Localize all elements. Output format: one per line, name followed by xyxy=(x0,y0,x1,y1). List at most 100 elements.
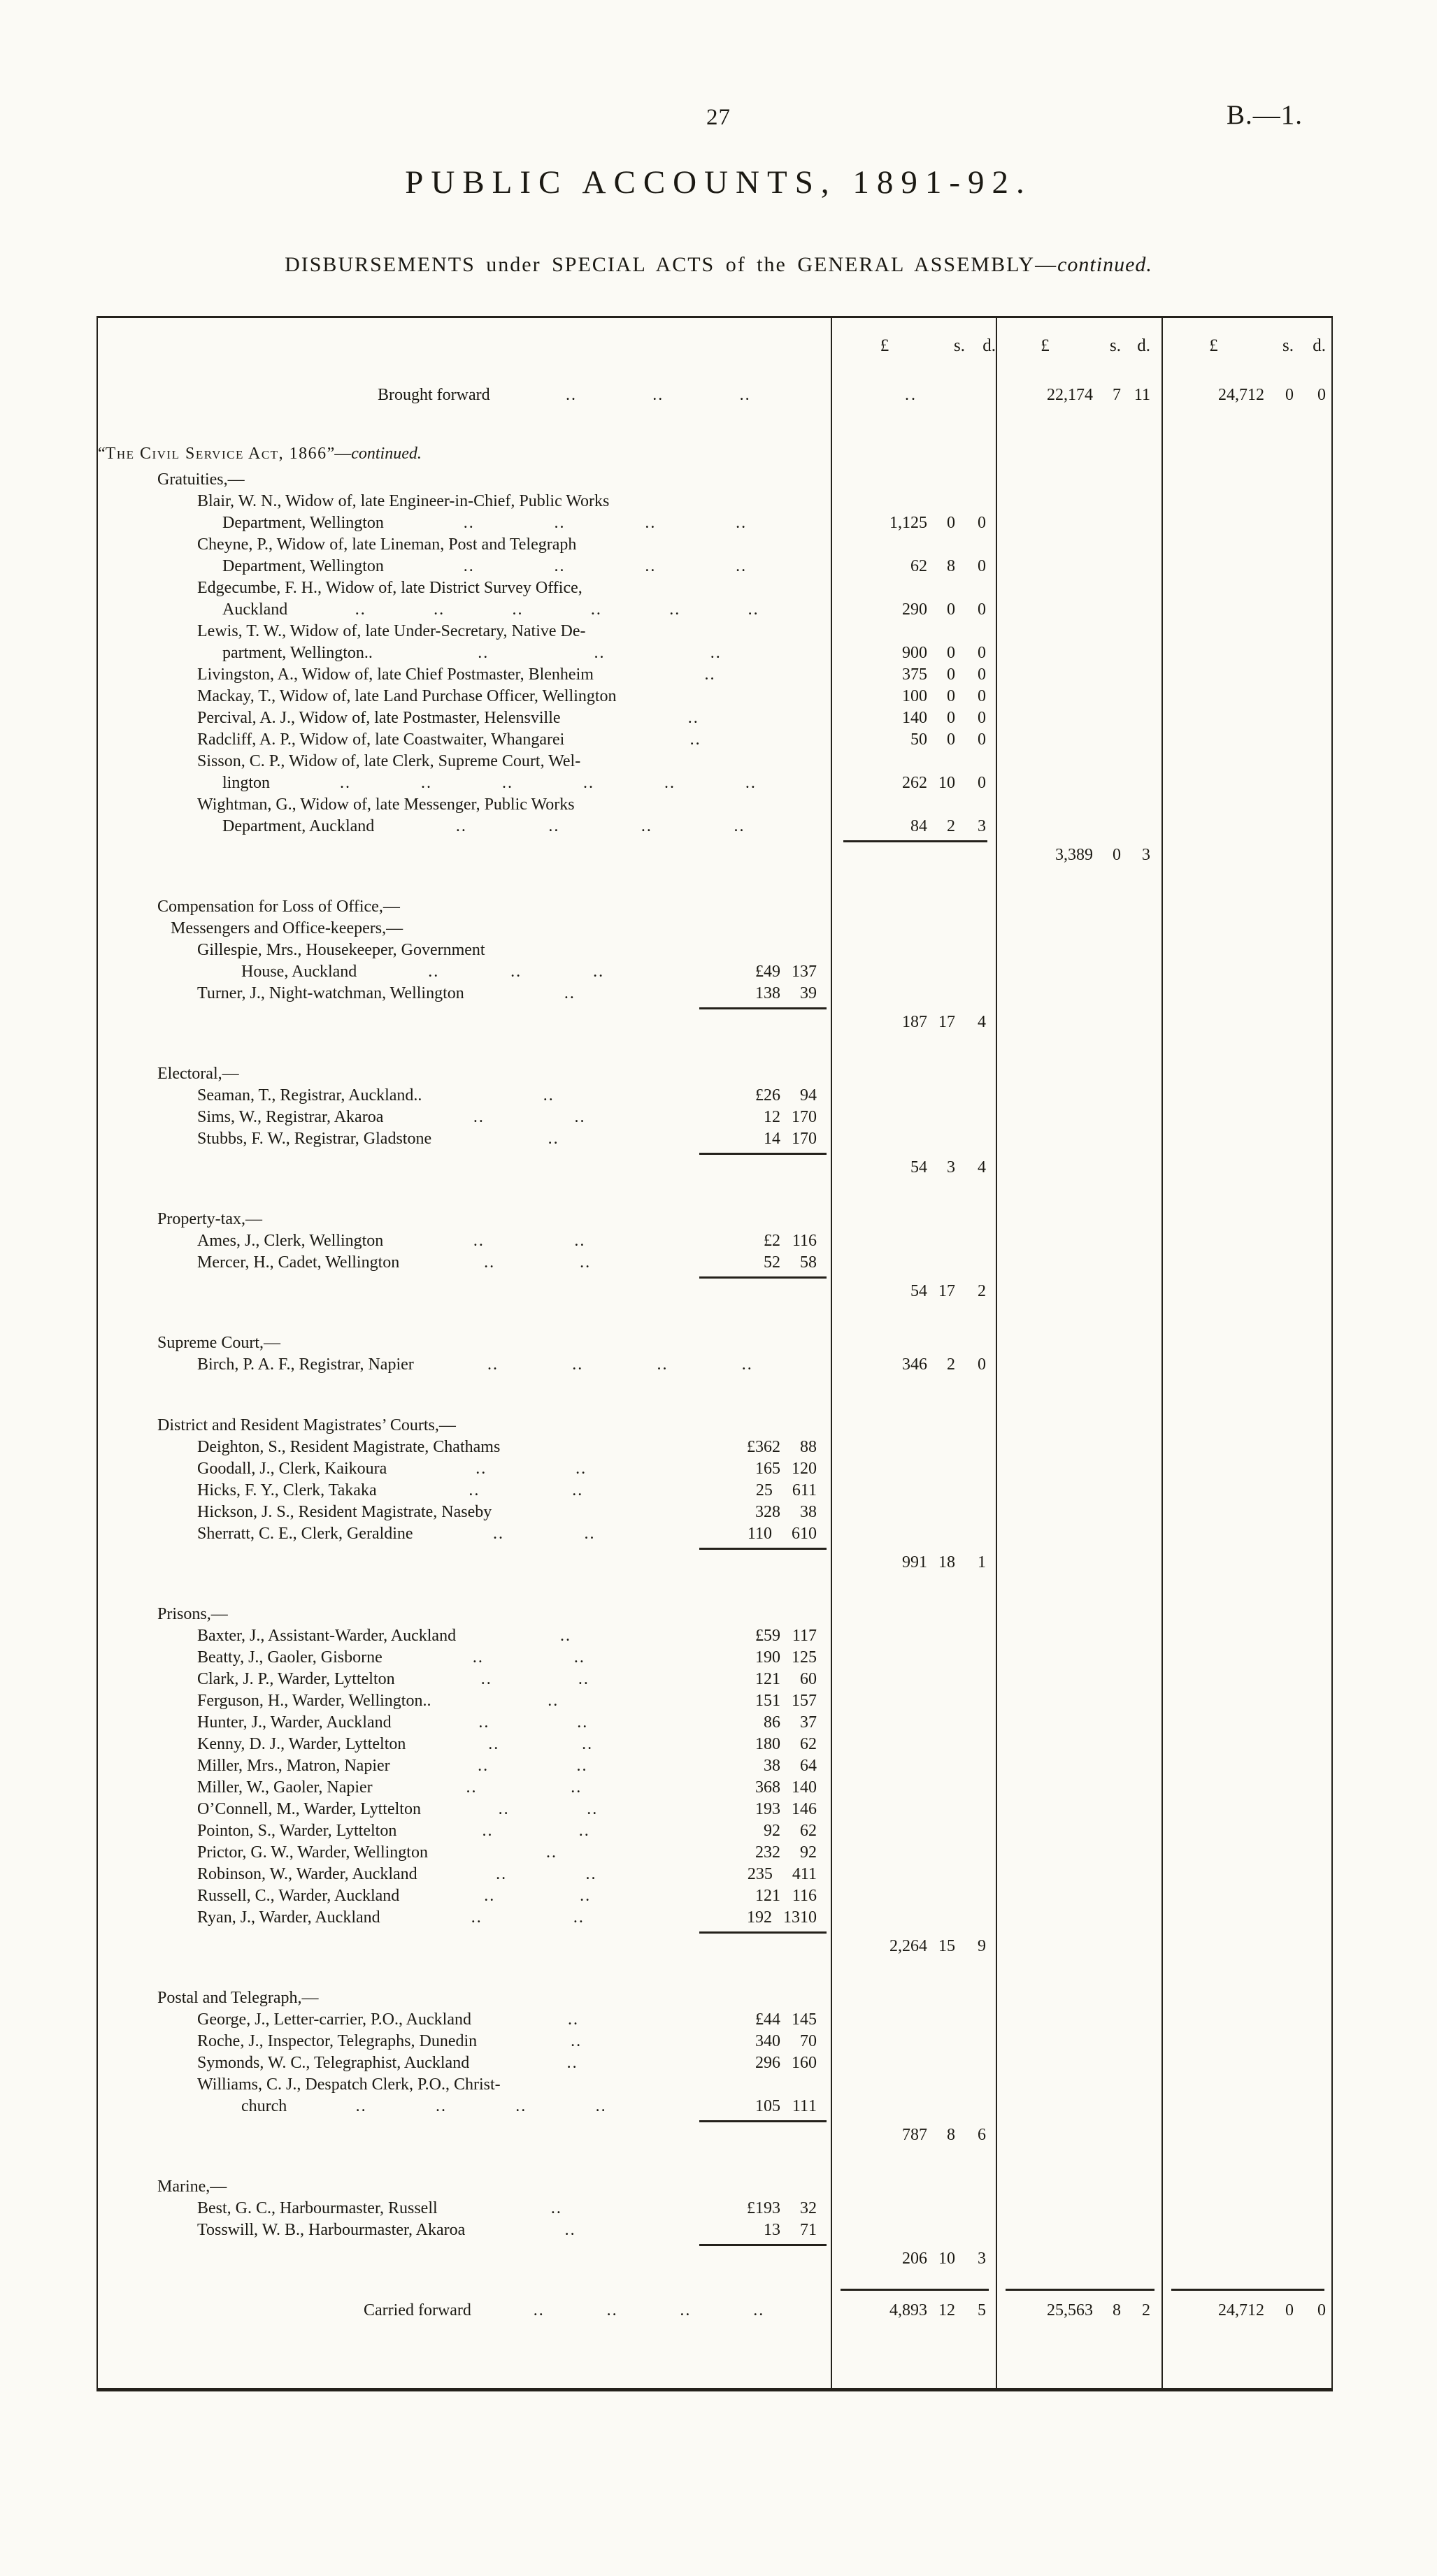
leader-dot-pair: .. xyxy=(473,1232,485,1250)
amount-col3 xyxy=(1161,1415,1331,1437)
leader-dots: ...... xyxy=(490,377,827,413)
amount-pounds: 38 xyxy=(764,1757,780,1775)
amount-col3 xyxy=(1161,2176,1331,2198)
amount-col1 xyxy=(831,1669,996,1690)
leader-dots: .... xyxy=(395,1669,675,1690)
act-heading-row: “The Civil Service Act, 1866 ”— continued. xyxy=(98,438,1331,469)
entry-row: Tosswill, W. B., Harbourmaster, Akaroa..… xyxy=(98,2219,1331,2241)
amount-col2 xyxy=(996,1502,1161,1523)
amount-col2 xyxy=(996,2148,1161,2176)
entry-description: Department, Auckland........ xyxy=(98,816,831,837)
entry-description: Department, Wellington........ xyxy=(98,556,831,577)
amount-col2 xyxy=(996,918,1161,940)
amount-shillings: 17 xyxy=(938,1282,955,1300)
amount-shillings: 3 xyxy=(947,1158,955,1177)
amount-col1 xyxy=(831,1252,996,1274)
amount-pounds: 190 xyxy=(755,1648,780,1667)
amount-col2 xyxy=(996,1864,1161,1885)
leader-dot-pair: .. xyxy=(484,1887,496,1905)
amount-inner: 121 6 0 xyxy=(675,1669,827,1690)
amount-col3 xyxy=(1161,1647,1331,1669)
entry-description xyxy=(98,1545,831,1576)
entry-row: District and Resident Magistrates’ Court… xyxy=(98,1415,1331,1437)
amount-col2 xyxy=(996,599,1161,621)
act-continued: continued. xyxy=(351,445,422,463)
amount-shillings: 8 xyxy=(800,1438,808,1456)
amount-pounds: 100 xyxy=(902,687,927,705)
placeholder-dots: .. xyxy=(905,386,917,404)
entry-text: District and Resident Magistrates’ Court… xyxy=(157,1416,456,1434)
leader-dots: .... xyxy=(417,1864,675,1885)
amount-col3 xyxy=(1161,1907,1331,1929)
leader-dot-pair: .. xyxy=(652,386,664,404)
amount-value: 787 8 6 xyxy=(832,2117,996,2146)
amount-col3 xyxy=(1161,2117,1331,2148)
leader-dot-pair: .. xyxy=(710,644,722,662)
amount-col1 xyxy=(831,1576,996,1604)
entry-text: Beatty, J., Gaoler, Gisborne xyxy=(197,1648,383,1667)
amount-col3 xyxy=(1161,1864,1331,1885)
amount-col1 xyxy=(831,1647,996,1669)
leader-dot-pair: .. xyxy=(472,1648,484,1667)
amount-col3 xyxy=(1161,837,1331,868)
sum-rule-total xyxy=(841,2289,989,2291)
amount-pence: 5 xyxy=(808,1648,817,1667)
amount-col1 xyxy=(831,2009,996,2031)
entry-row: Beatty, J., Gaoler, Gisborne.... 190 12 5 xyxy=(98,1647,1331,1669)
amount-pounds: 24,712 xyxy=(1218,2301,1264,2319)
amount-col2 xyxy=(996,577,1161,599)
amount-col3 xyxy=(1161,1085,1331,1107)
amount-shillings: 11 xyxy=(792,1627,808,1645)
amount-value: 22,174 7 11 xyxy=(997,377,1161,413)
amount-inner: 138 3 9 xyxy=(675,983,827,1005)
entry-text: Ames, J., Clerk, Wellington xyxy=(197,1232,384,1250)
amount-col3 xyxy=(1161,1035,1331,1063)
leader-dot-pair: .. xyxy=(543,1086,555,1104)
amount-shillings: 17 xyxy=(792,1130,808,1148)
amount-col3 xyxy=(1161,1604,1331,1625)
spacer-row xyxy=(98,1376,1331,1415)
leader-dot-pair: .. xyxy=(582,1735,594,1753)
amount-pounds: 138 xyxy=(755,984,780,1002)
amount-shillings: 4 xyxy=(792,1865,801,1883)
leader-dot-pair: .. xyxy=(501,774,513,792)
amount-col3 xyxy=(1161,512,1331,534)
leader-dot-pair: .. xyxy=(645,514,657,532)
entry-description: Gratuities,— xyxy=(98,469,831,491)
leader-dots: .... xyxy=(392,1712,675,1734)
entry-text: Edgecumbe, F. H., Widow of, late Distric… xyxy=(197,579,582,597)
amount-col1 xyxy=(831,491,996,512)
amount-col3 xyxy=(1161,729,1331,751)
money-header: £ s. d. xyxy=(832,318,996,357)
leader-dot-pair: .. xyxy=(587,1800,599,1818)
entry-row: partment, Wellington........ 900 0 0 xyxy=(98,642,1331,664)
amount-col2 xyxy=(996,1209,1161,1230)
entry-row: Lewis, T. W., Widow of, late Under-Secre… xyxy=(98,621,1331,642)
leader-dot-pair: .. xyxy=(657,1355,669,1374)
amount-col2 xyxy=(996,1885,1161,1907)
leader-dots: .... xyxy=(383,1107,675,1128)
amount-col1 xyxy=(831,940,996,961)
amount-col3 xyxy=(1161,1107,1331,1128)
amount-pence: 8 xyxy=(808,1503,817,1521)
entry-text: Hunter, J., Warder, Auckland xyxy=(197,1713,392,1732)
entry-row: Roche, J., Inspector, Telegraphs, Dunedi… xyxy=(98,2031,1331,2052)
entry-text: Goodall, J., Clerk, Kaikoura xyxy=(197,1460,387,1478)
amount-inner: 14 17 0 xyxy=(675,1128,827,1150)
amount-col3 xyxy=(1161,794,1331,816)
entry-description: Electoral,— xyxy=(98,1063,831,1085)
amount-shillings: 0 xyxy=(1113,846,1121,864)
amount-shillings: 0 xyxy=(947,687,955,705)
leader-dot-pair: .. xyxy=(736,514,748,532)
amount-col1 xyxy=(831,1230,996,1252)
amount-col2 xyxy=(996,1085,1161,1107)
sum-rule-total xyxy=(1171,2289,1324,2291)
amount-col3 xyxy=(1161,1458,1331,1480)
amount-col1: 84 2 3 xyxy=(831,816,996,837)
amount-col3 xyxy=(1161,961,1331,983)
amount-col1: 187 17 4 xyxy=(831,1005,996,1035)
amount-col1 xyxy=(831,1304,996,1332)
amount-col3 xyxy=(1161,491,1331,512)
leader-dots: .... xyxy=(377,1480,675,1502)
amount-pence: 0 xyxy=(978,731,986,749)
